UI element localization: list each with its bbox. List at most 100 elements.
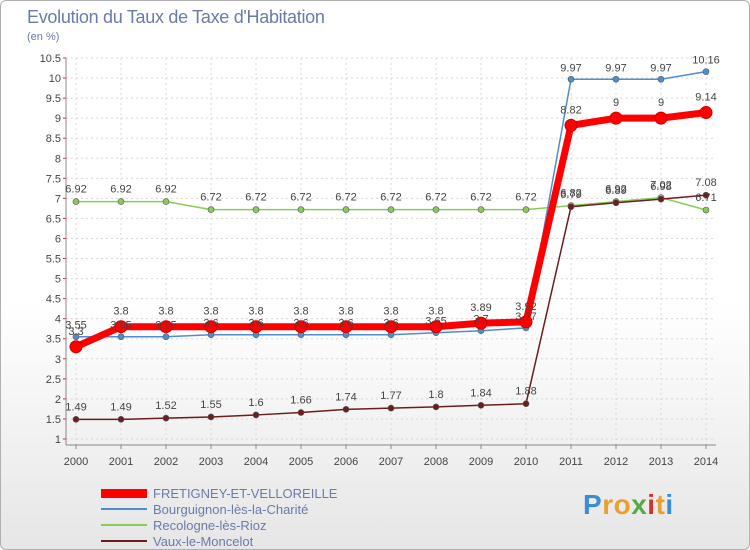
x-tick-label: 2002: [154, 456, 178, 468]
chart-title: Evolution du Taux de Taxe d'Habitation: [27, 7, 325, 27]
y-tick-label: 3: [55, 354, 61, 366]
data-point-fretigney-et-velloreille: [654, 111, 668, 125]
data-label-fretigney-et-velloreille: 3.8: [428, 306, 443, 318]
data-point-fretigney-et-velloreille: [429, 320, 443, 334]
x-tick-label: 2000: [64, 456, 88, 468]
data-label-fretigney-et-velloreille: 3.92: [515, 301, 536, 313]
data-point-recologne-l-s-rioz: [297, 206, 305, 213]
data-label-vaux-le-moncelot: 1.77: [380, 390, 401, 402]
data-point-fretigney-et-velloreille: [159, 320, 173, 334]
data-label-vaux-le-moncelot: 1.55: [200, 399, 221, 411]
data-point-vaux-le-moncelot: [72, 416, 80, 423]
data-label-recologne-l-s-rioz: 6.72: [470, 192, 491, 204]
data-label-bourguignon-l-s-la-charit: 3.55: [155, 320, 176, 332]
y-tick-label: 2.5: [46, 374, 61, 386]
data-point-bourguignon-l-s-la-charit: [702, 68, 710, 75]
y-tick-label: 3.5: [46, 334, 61, 346]
y-tick-label: 6.5: [46, 213, 61, 225]
logo-letter: x: [631, 489, 648, 520]
legend-label: Bourguignon-lès-la-Charité: [153, 501, 309, 517]
data-point-bourguignon-l-s-la-charit: [72, 333, 80, 341]
data-label-bourguignon-l-s-la-charit: 3.6: [203, 318, 218, 330]
x-tick-label: 2005: [289, 456, 313, 468]
data-label-bourguignon-l-s-la-charit: 3.7: [473, 314, 488, 326]
y-tick-label: 2: [55, 394, 61, 406]
data-point-recologne-l-s-rioz: [522, 206, 530, 213]
data-label-vaux-le-moncelot: 1.49: [65, 401, 86, 413]
logo-letter: r: [602, 489, 614, 520]
data-point-bourguignon-l-s-la-charit: [657, 75, 665, 83]
data-label-recologne-l-s-rioz: 6.72: [200, 192, 221, 204]
data-point-fretigney-et-velloreille: [609, 111, 623, 125]
data-point-bourguignon-l-s-la-charit: [612, 75, 620, 83]
x-tick-label: 2006: [334, 456, 358, 468]
data-point-vaux-le-moncelot: [522, 400, 530, 408]
data-point-recologne-l-s-rioz: [342, 206, 350, 213]
data-label-fretigney-et-velloreille: 9: [658, 97, 664, 109]
data-point-fretigney-et-velloreille: [339, 320, 353, 334]
y-tick-label: 8.5: [46, 133, 61, 145]
data-label-fretigney-et-velloreille: 3.8: [203, 306, 218, 318]
data-label-recologne-l-s-rioz: 6.92: [65, 184, 86, 196]
data-label-vaux-le-moncelot: 1.66: [290, 395, 311, 407]
data-point-fretigney-et-velloreille: [699, 106, 713, 120]
x-tick-label: 2001: [109, 456, 133, 468]
data-label-recologne-l-s-rioz: 6.72: [335, 192, 356, 204]
data-point-vaux-le-moncelot: [297, 409, 305, 416]
data-point-vaux-le-moncelot: [657, 195, 665, 203]
data-label-fretigney-et-velloreille: 3.89: [470, 302, 491, 314]
y-tick-label: 7.5: [46, 173, 61, 185]
legend-swatch: [101, 524, 147, 526]
data-label-vaux-le-moncelot: 6.89: [605, 185, 626, 197]
y-tick-label: 5.5: [46, 254, 61, 266]
data-label-bourguignon-l-s-la-charit: 3.6: [293, 318, 308, 330]
data-point-vaux-le-moncelot: [477, 402, 485, 409]
data-label-vaux-le-moncelot: 6.98: [650, 181, 671, 193]
data-label-fretigney-et-velloreille: 9.14: [695, 92, 716, 104]
data-label-fretigney-et-velloreille: 3.3: [68, 326, 83, 338]
data-label-bourguignon-l-s-la-charit: 3.55: [110, 320, 131, 332]
x-tick-label: 2011: [559, 456, 583, 468]
legend-label: Recologne-lès-Rioz: [153, 517, 267, 533]
data-point-bourguignon-l-s-la-charit: [117, 333, 125, 341]
data-label-bourguignon-l-s-la-charit: 3.65: [425, 316, 446, 328]
data-label-vaux-le-moncelot: 1.74: [335, 391, 356, 403]
data-label-fretigney-et-velloreille: 3.8: [293, 306, 308, 318]
legend-label: FRETIGNEY-ET-VELLOREILLE: [153, 485, 338, 501]
legend-item: Bourguignon-lès-la-Charité: [101, 501, 337, 517]
data-label-recologne-l-s-rioz: 6.71: [695, 192, 716, 204]
legend-item: Vaux-le-Moncelot: [101, 533, 337, 549]
y-tick-label: 5: [55, 274, 61, 286]
y-tick-label: 1.5: [46, 414, 61, 426]
data-label-vaux-le-moncelot: 7.08: [695, 177, 716, 189]
data-label-recologne-l-s-rioz: 6.72: [380, 192, 401, 204]
data-point-fretigney-et-velloreille: [204, 320, 218, 334]
data-point-vaux-le-moncelot: [567, 203, 575, 211]
x-tick-label: 2013: [649, 456, 673, 468]
y-tick-label: 4.5: [46, 294, 61, 306]
legend-swatch: [101, 508, 147, 510]
data-point-fretigney-et-velloreille: [114, 320, 128, 334]
y-tick-label: 10.5: [40, 53, 61, 65]
data-point-vaux-le-moncelot: [387, 404, 395, 412]
data-label-fretigney-et-velloreille: 8.82: [560, 104, 581, 116]
data-label-recologne-l-s-rioz: 6.92: [155, 184, 176, 196]
data-point-recologne-l-s-rioz: [72, 198, 80, 205]
data-point-fretigney-et-velloreille: [384, 320, 398, 334]
logo-letter: t: [655, 489, 666, 520]
data-label-vaux-le-moncelot: 6.79: [560, 189, 581, 201]
data-point-vaux-le-moncelot: [207, 413, 215, 421]
data-label-vaux-le-moncelot: 1.6: [248, 397, 263, 409]
data-label-fretigney-et-velloreille: 3.8: [338, 306, 353, 318]
chart-legend: FRETIGNEY-ET-VELLOREILLE Bourguignon-lès-…: [101, 485, 337, 549]
data-point-fretigney-et-velloreille: [564, 118, 578, 132]
data-point-recologne-l-s-rioz: [387, 206, 395, 213]
data-label-bourguignon-l-s-la-charit: 9.97: [605, 62, 626, 74]
data-label-bourguignon-l-s-la-charit: 3.77: [515, 311, 536, 323]
data-label-vaux-le-moncelot: 1.52: [155, 400, 176, 412]
data-label-vaux-le-moncelot: 1.49: [110, 401, 131, 413]
y-tick-label: 10: [49, 73, 61, 85]
y-tick-label: 9.5: [46, 93, 61, 105]
x-tick-label: 2009: [469, 456, 493, 468]
